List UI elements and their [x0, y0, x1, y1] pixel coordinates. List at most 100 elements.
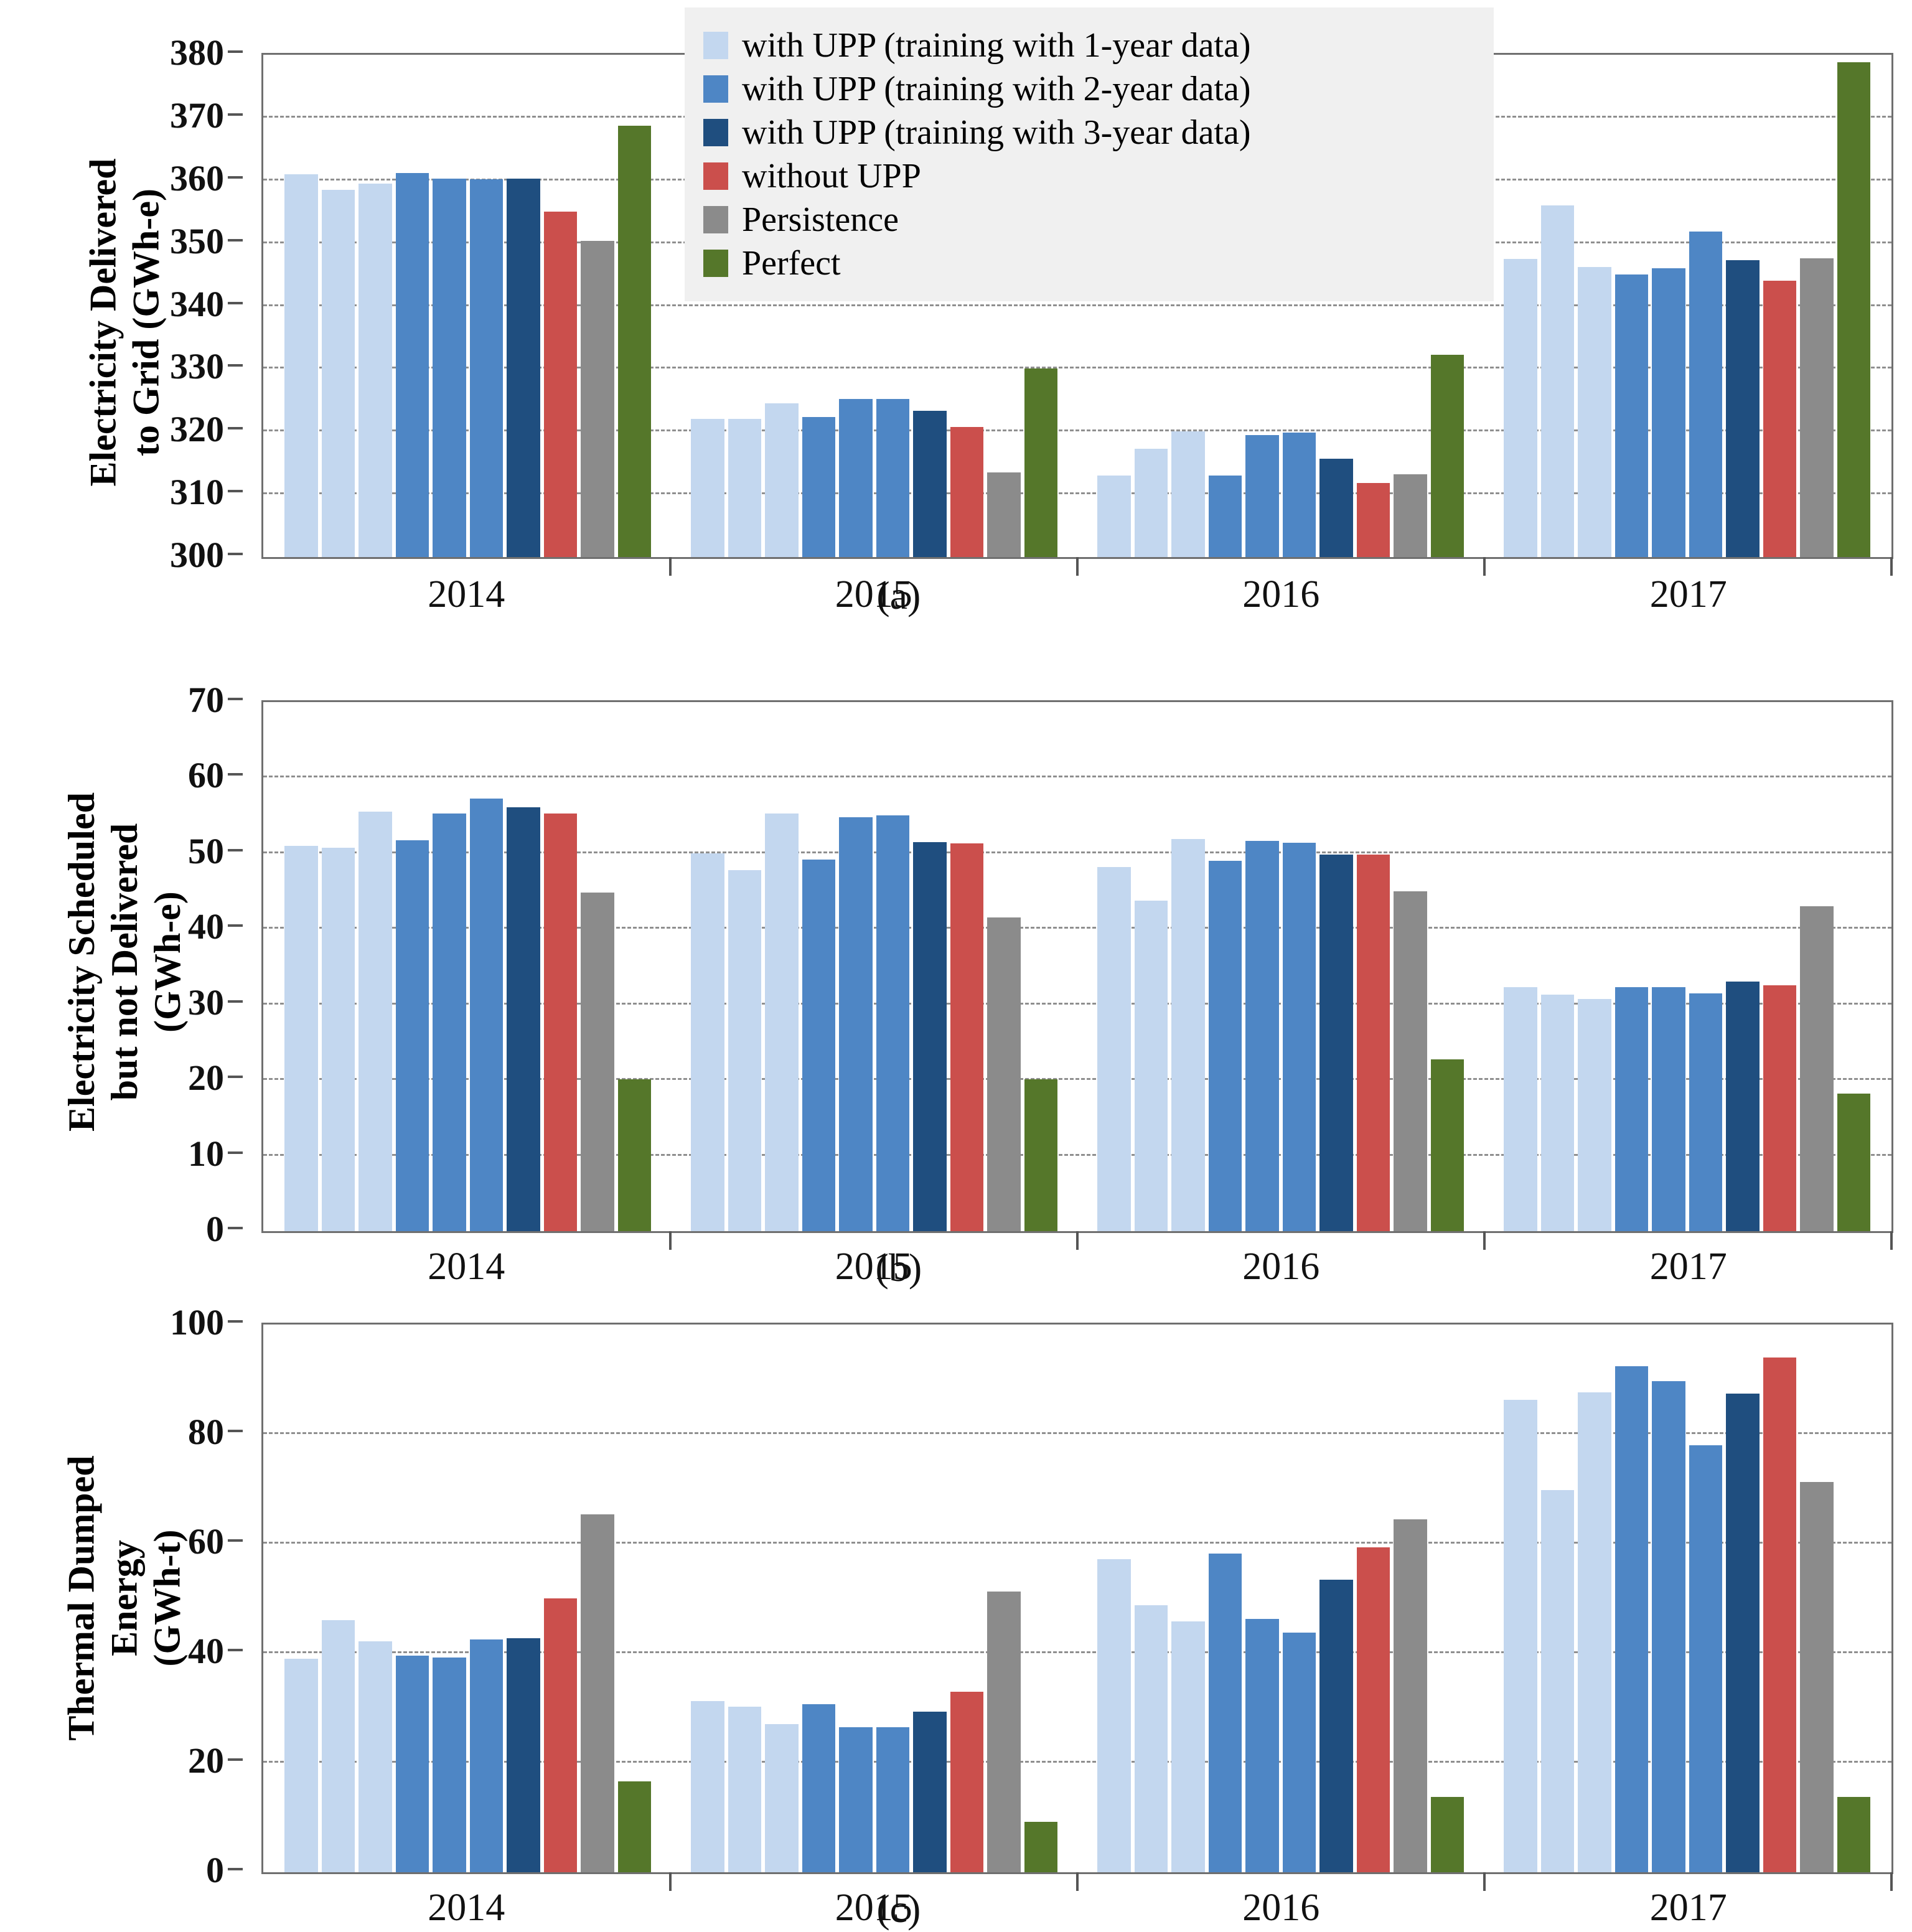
bar-2014-persistence [581, 893, 614, 1231]
bar-2014-upp1 [284, 845, 318, 1231]
x-tick-mark [1890, 1872, 1893, 1891]
y-tick-label-310: 310 [170, 472, 224, 513]
panel-thermal-dumped-energy: Thermal Dumped Energy (GWh-t) 0 20 40 60 80 100… [0, 1279, 1912, 1931]
bar-2014-upp1 [284, 174, 318, 557]
bar-2015-upp1 [728, 1707, 761, 1872]
bar-2017-upp2 [1614, 987, 1648, 1231]
gridline-310 [263, 492, 1891, 495]
x-tick-mark [669, 1231, 672, 1250]
gridline-20 [263, 1078, 1891, 1081]
panel-electricity-delivered: Electricity Delivered to Grid (GWh-e) 300… [0, 0, 1912, 644]
y-tick-mark-10 [228, 1151, 243, 1154]
panel-letter-a: (a) [876, 573, 921, 617]
bar-2016-upp2 [1208, 1553, 1242, 1872]
y-tick-label-40: 40 [188, 1631, 224, 1671]
bar-group-2017 [1504, 55, 1870, 557]
bar-2015-persistence [987, 1592, 1021, 1872]
x-axis-label-2014: 2014 [428, 1245, 505, 1288]
legend-label: Persistence [742, 200, 899, 239]
bar-2017-noupp [1763, 985, 1796, 1231]
bar-group-2016 [1097, 55, 1464, 557]
gridline-20 [263, 1761, 1891, 1763]
bar-2017-upp1 [1504, 987, 1537, 1231]
bar-2017-upp2 [1652, 1381, 1685, 1872]
bar-group-2014 [284, 55, 651, 557]
legend-label: with UPP (training with 1-year data) [742, 26, 1251, 65]
bar-2014-upp1 [321, 1620, 355, 1872]
bar-2015-noupp [950, 843, 983, 1231]
gridline-40 [263, 927, 1891, 929]
bar-2015-upp2 [802, 1704, 835, 1872]
bar-2017-upp2 [1689, 232, 1722, 557]
panel-letter-b: (b) [875, 1245, 922, 1290]
bar-2016-upp1 [1134, 1605, 1168, 1872]
bar-2015-perfect [1024, 1822, 1057, 1872]
bar-2016-upp3 [1319, 1580, 1353, 1872]
bar-2015-noupp [950, 427, 983, 557]
y-tick-mark-310 [228, 490, 243, 493]
bar-2014-upp2 [395, 840, 429, 1231]
bar-2017-upp2 [1652, 987, 1685, 1231]
gridline-320 [263, 429, 1891, 432]
bar-2014-upp1 [358, 183, 392, 557]
bar-2016-upp1 [1097, 866, 1131, 1231]
bar-2016-upp3 [1319, 458, 1353, 557]
bar-2014-upp3 [507, 1638, 540, 1872]
legend-swatch-upp3 [703, 119, 728, 146]
bar-group-2017 [1504, 1325, 1870, 1872]
y-tick-mark-20 [228, 1758, 243, 1761]
panel-letter-c: (c) [876, 1887, 921, 1931]
bar-2015-upp3 [913, 410, 947, 557]
bar-2015-upp2 [839, 1727, 873, 1872]
y-tick-label-100: 100 [170, 1302, 224, 1343]
bar-2015-upp1 [691, 419, 724, 557]
bar-2015-upp1 [691, 853, 724, 1231]
y-tick-label-330: 330 [170, 346, 224, 387]
bar-2016-upp1 [1134, 448, 1168, 557]
x-tick-mark [669, 1872, 672, 1891]
x-axis-label-2015: 2015 [835, 1887, 912, 1929]
x-tick-mark [1890, 1231, 1893, 1250]
y-tick-label-60: 60 [188, 755, 224, 796]
bar-2014-noupp [543, 1598, 577, 1872]
x-axis-label-2017: 2017 [1649, 1245, 1727, 1288]
bar-2016-persistence [1394, 1519, 1427, 1872]
y-tick-mark-60 [228, 773, 243, 776]
bar-2016-upp2 [1208, 475, 1242, 557]
bar-2016-perfect [1430, 1059, 1464, 1231]
y-tick-mark-300 [228, 553, 243, 555]
y-tick-mark-330 [228, 364, 243, 367]
legend-swatch-persistence [703, 206, 728, 233]
bar-2017-upp1 [1540, 994, 1574, 1231]
y-tick-label-350: 350 [170, 220, 224, 261]
x-axis-labels-c: 2014 2015 2016 2017 [261, 1886, 1893, 1930]
legend-item: with UPP (training with 3-year data) [703, 111, 1475, 154]
y-tick-label-380: 380 [170, 32, 224, 73]
bar-group-2016 [1097, 1325, 1464, 1872]
bar-2017-upp2 [1689, 993, 1722, 1231]
y-tick-label-340: 340 [170, 283, 224, 324]
bar-group-2014 [284, 702, 651, 1231]
bar-2016-perfect [1430, 355, 1464, 557]
y-tick-label-10: 10 [188, 1133, 224, 1174]
x-axis-label-2017: 2017 [1649, 1887, 1727, 1929]
y-tick-label-40: 40 [188, 906, 224, 947]
bar-group-2015 [691, 1325, 1057, 1872]
bar-2017-upp1 [1578, 999, 1611, 1231]
y-tick-label-70: 70 [188, 680, 224, 720]
gridline-80 [263, 1432, 1891, 1434]
bar-2016-upp2 [1245, 1618, 1279, 1872]
bar-group-2014 [284, 1325, 651, 1872]
bar-2014-upp1 [358, 812, 392, 1231]
y-tick-mark-0 [228, 1868, 243, 1870]
bar-2017-upp1 [1578, 1392, 1611, 1872]
y-tick-label-360: 360 [170, 157, 224, 199]
bar-2016-noupp [1356, 1547, 1390, 1872]
gridline-50 [263, 851, 1891, 853]
y-tick-mark-100 [228, 1320, 243, 1323]
y-tick-label-300: 300 [170, 535, 224, 575]
legend-swatch-perfect [703, 250, 728, 277]
bar-2016-upp2 [1245, 841, 1279, 1231]
legend-label: with UPP (training with 2-year data) [742, 70, 1251, 108]
gridline-30 [263, 1002, 1891, 1005]
